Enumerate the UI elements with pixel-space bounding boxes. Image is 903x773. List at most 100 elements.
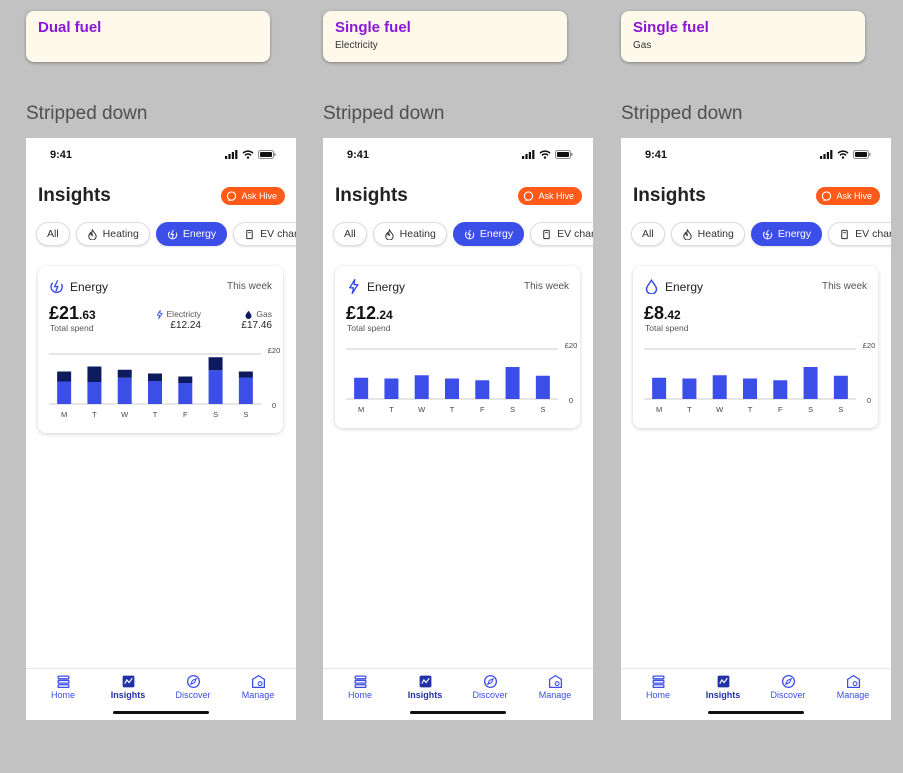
nav-discover[interactable]: Discover — [168, 673, 218, 700]
nav-discover[interactable]: Discover — [763, 673, 813, 700]
nav-manage[interactable]: Manage — [233, 673, 283, 700]
nav-label: Home — [645, 690, 670, 700]
tab-energy[interactable]: Energy — [452, 222, 525, 246]
total-spend-decimals: .24 — [376, 308, 393, 322]
variant-subtitle: Gas — [633, 40, 652, 51]
x-tick-label: M — [656, 405, 662, 414]
bar-energy-0 — [354, 377, 369, 399]
battery-icon — [258, 146, 276, 164]
tab-label: EV charge — [557, 228, 593, 240]
ask-hive-button[interactable]: Ask Hive — [221, 187, 285, 205]
bar-electricty-4 — [178, 383, 193, 404]
status-time: 9:41 — [50, 149, 73, 161]
tab-heating[interactable]: Heating — [670, 222, 745, 246]
bar-gas-0 — [57, 371, 72, 382]
tab-ev-charge[interactable]: EV charge — [233, 222, 296, 246]
tab-all[interactable]: All — [36, 222, 70, 246]
tab-label: All — [47, 228, 59, 240]
ask-hive-label: Ask Hive — [836, 191, 872, 201]
x-tick-label: M — [61, 410, 67, 419]
signal-icon — [522, 146, 535, 164]
bar-electricty-5 — [208, 370, 223, 404]
variant-title: Dual fuel — [38, 19, 102, 36]
nav-insights[interactable]: Insights — [698, 673, 748, 700]
energy-summary-card[interactable]: Energy This week £21.63 Total spend Electric… — [38, 266, 283, 433]
y-tick-max: £20 — [863, 341, 876, 350]
nav-manage[interactable]: Manage — [530, 673, 580, 700]
variant-title: Single fuel — [633, 19, 709, 36]
manage-icon — [530, 673, 580, 690]
card-title: Energy — [70, 279, 109, 294]
bar-electricty-2 — [117, 377, 132, 404]
nav-discover[interactable]: Discover — [465, 673, 515, 700]
drop-icon — [644, 279, 659, 294]
nav-label: Manage — [538, 690, 572, 700]
status-icons — [225, 150, 276, 160]
nav-insights[interactable]: Insights — [400, 673, 450, 700]
chat-icon — [523, 190, 534, 202]
total-spend-main: £8 — [644, 303, 665, 323]
tab-energy[interactable]: Energy — [750, 222, 823, 246]
signal-icon — [225, 146, 238, 164]
phone-screen: 9:41 Insights Ask Hive All Heating Energy EV c… — [323, 138, 593, 720]
insights-icon — [698, 673, 748, 690]
bar-energy-5 — [803, 367, 818, 399]
bottom-nav: Home Insights Discover Manage — [26, 668, 296, 720]
x-tick-label: T — [389, 405, 394, 414]
page-title: Insights — [633, 185, 706, 206]
tab-all[interactable]: All — [631, 222, 665, 246]
tab-ev-charge[interactable]: EV charge — [530, 222, 593, 246]
tab-ev-charge[interactable]: EV charge — [828, 222, 891, 246]
nav-home[interactable]: Home — [335, 673, 385, 700]
y-tick-max: £20 — [268, 346, 281, 355]
card-title: Energy — [665, 279, 704, 294]
tab-label: Heating — [102, 228, 139, 240]
nav-insights[interactable]: Insights — [103, 673, 153, 700]
nav-home[interactable]: Home — [633, 673, 683, 700]
battery-icon — [555, 146, 573, 164]
ev-charger-icon — [541, 229, 552, 240]
chat-icon — [821, 190, 832, 202]
screen-column-dual: Dual fuel Stripped down 9:41 Insights Ask Hi… — [26, 0, 296, 773]
section-title: Stripped down — [323, 103, 445, 124]
home-indicator — [410, 711, 506, 714]
energy-summary-card[interactable]: Energy This week £12.24 Total spend M T W T F S S £… — [335, 266, 580, 428]
tab-label: Heating — [399, 228, 436, 240]
period-label: This week — [523, 281, 569, 292]
status-icons — [820, 150, 871, 160]
phone-screen: 9:41 Insights Ask Hive All Heating Energy EV c… — [621, 138, 891, 720]
nav-label: Discover — [175, 690, 211, 700]
filter-tabs: All Heating Energy EV charge — [36, 222, 296, 248]
nav-manage[interactable]: Manage — [828, 673, 878, 700]
breakdown-name: Electricty — [155, 309, 201, 319]
bar-energy-2 — [712, 375, 727, 399]
tab-label: EV charge — [855, 228, 891, 240]
variant-label-card: Single fuel Gas — [621, 11, 865, 62]
total-spend-label: Total spend — [50, 323, 94, 333]
card-header: Energy — [644, 279, 703, 294]
x-tick-label: F — [480, 405, 485, 414]
bar-energy-4 — [773, 380, 788, 399]
tab-heating[interactable]: Heating — [75, 222, 150, 246]
section-title: Stripped down — [26, 103, 148, 124]
bar-energy-6 — [833, 375, 848, 399]
tab-label: Heating — [697, 228, 734, 240]
energy-summary-card[interactable]: Energy This week £8.42 Total spend M T W T F S S £2… — [633, 266, 878, 428]
home-indicator — [708, 711, 804, 714]
card-header: Energy — [49, 279, 108, 294]
nav-home[interactable]: Home — [38, 673, 88, 700]
total-spend-decimals: .63 — [79, 308, 96, 322]
ask-hive-button[interactable]: Ask Hive — [518, 187, 582, 205]
total-spend-value: £21.63 — [49, 303, 96, 324]
breakdown-label: Electricty — [166, 309, 201, 319]
tab-energy[interactable]: Energy — [155, 222, 228, 246]
tab-label: EV charge — [260, 228, 296, 240]
x-tick-label: T — [748, 405, 753, 414]
x-tick-label: S — [213, 410, 218, 419]
ask-hive-button[interactable]: Ask Hive — [816, 187, 880, 205]
flame-icon — [682, 228, 693, 240]
tab-label: Energy — [777, 228, 812, 240]
tab-heating[interactable]: Heating — [372, 222, 447, 246]
weekly-spend-chart: M T W T F S S £20 0 — [644, 341, 876, 414]
tab-all[interactable]: All — [333, 222, 367, 246]
